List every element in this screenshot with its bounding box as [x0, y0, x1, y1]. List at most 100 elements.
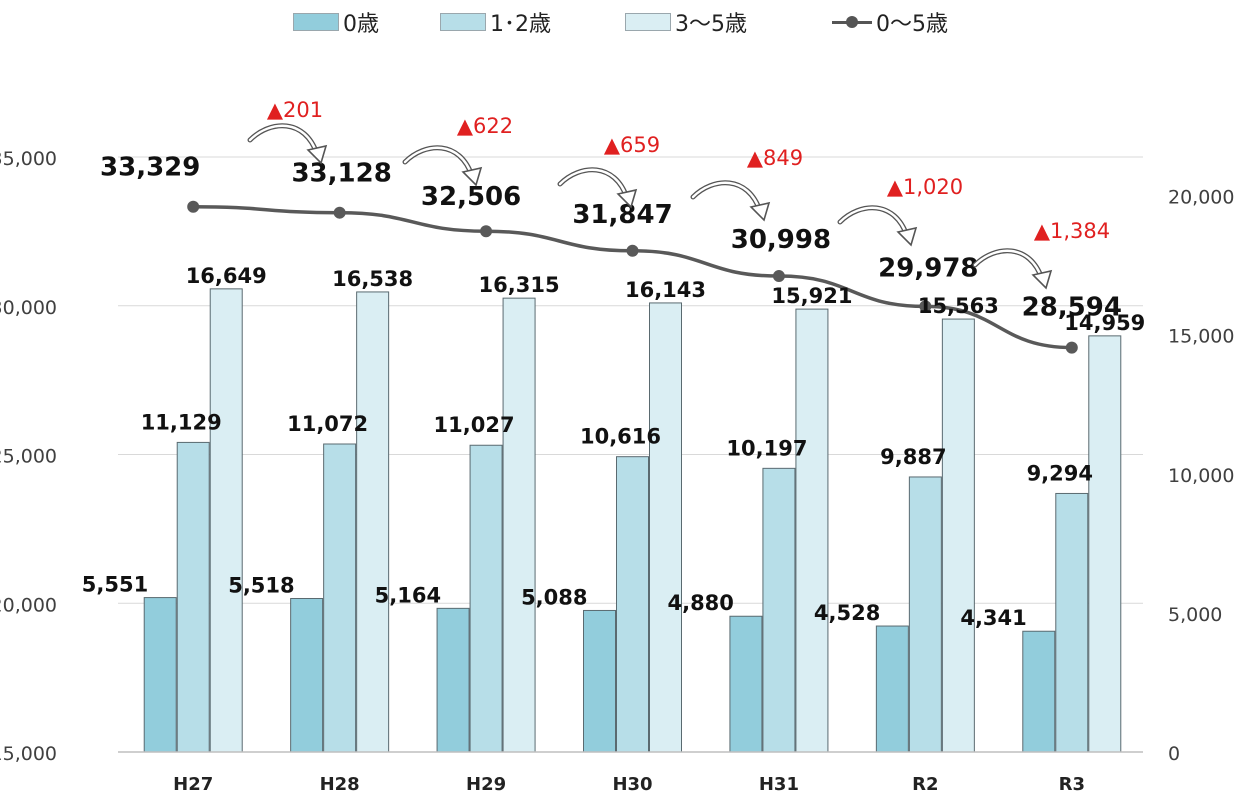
bar — [502, 297, 536, 753]
bar-data-label: 11,027 — [434, 413, 515, 437]
y-left-tick-label: 20,000 — [0, 594, 57, 616]
change-arrow-head — [896, 226, 918, 247]
bar-data-label: 9,887 — [880, 445, 946, 469]
y-right-tick-label: 15,000 — [1168, 326, 1234, 348]
total-data-label: 28,594 — [1022, 293, 1122, 323]
bar — [356, 291, 390, 753]
bar — [143, 597, 177, 753]
x-tick-label: H31 — [759, 774, 799, 795]
legend-label-age-0: 0歳 — [343, 12, 379, 37]
legend-item-age-0: 0歳 — [293, 7, 379, 37]
y-right-tick-label: 10,000 — [1168, 465, 1234, 487]
bar — [583, 609, 616, 753]
bar-data-label: 11,072 — [287, 412, 368, 436]
change-arrow-shaft-inner — [838, 206, 909, 238]
bar-data-label: 11,129 — [141, 410, 222, 434]
legend-label-age-1-2: 1･2歳 — [490, 12, 551, 37]
bar-data-label: 4,880 — [667, 591, 733, 615]
bar — [875, 625, 909, 753]
y-right-tick-label: 20,000 — [1168, 187, 1234, 209]
bar — [1022, 630, 1056, 753]
change-arrow-shaft-inner — [691, 181, 762, 213]
bar-data-label: 15,563 — [918, 294, 999, 318]
bars — [143, 288, 1122, 753]
change-arrow-shaft-inner — [403, 146, 474, 178]
total-line-point — [480, 225, 493, 238]
bar — [1088, 335, 1122, 753]
change-arrow-head — [461, 166, 483, 187]
bar-data-label: 16,143 — [625, 278, 706, 302]
total-data-label: 33,128 — [291, 159, 391, 189]
x-tick-label: H28 — [320, 774, 360, 795]
total-line-point — [333, 206, 346, 219]
change-label: ▲659 — [604, 133, 660, 157]
legend-item-age-1-2: 1･2歳 — [440, 7, 551, 37]
x-tick-label: H30 — [612, 774, 652, 795]
bar-data-label: 4,341 — [960, 606, 1026, 630]
total-data-label: 31,847 — [572, 200, 672, 230]
y-left-tick-label: 30,000 — [0, 297, 57, 319]
bar-data-label: 9,294 — [1027, 461, 1093, 485]
x-tick-label: H27 — [173, 774, 213, 795]
change-arrow-head — [306, 144, 328, 165]
y-left-tick-label: 35,000 — [0, 148, 57, 170]
bar-data-label: 5,088 — [521, 585, 587, 609]
bar-data-label: 5,164 — [375, 583, 441, 607]
bar-data-label: 16,649 — [186, 264, 267, 288]
bar-data-label: 16,538 — [332, 267, 413, 291]
total-line-point — [187, 200, 200, 213]
change-label: ▲622 — [457, 114, 513, 138]
y-right-tick-label: 5,000 — [1168, 604, 1222, 626]
bar — [323, 443, 357, 753]
total-line-point — [626, 244, 639, 257]
legend-swatch-age-1-2 — [440, 13, 486, 31]
change-arrow-head — [1031, 269, 1053, 290]
legend-item-age-3-5: 3～5歳 — [625, 7, 747, 37]
y-left-tick-label: 25,000 — [0, 446, 57, 468]
bar — [729, 615, 763, 753]
total-line — [187, 200, 1078, 354]
bar-data-label: 15,921 — [771, 284, 852, 308]
legend-item-age-0-5: 0～5歳 — [832, 7, 948, 37]
y-right-tick-label: 0 — [1168, 743, 1180, 765]
bar — [795, 308, 829, 753]
bar-data-label: 10,197 — [726, 436, 807, 460]
change-arrows: ▲201 ▲622 ▲659 ▲849 ▲1,020 ▲1,384 — [247, 98, 1110, 290]
y-left-tick-label: 15,000 — [0, 743, 57, 765]
bar — [469, 444, 503, 753]
legend-swatch-age-0 — [293, 13, 339, 31]
x-tick-label: R2 — [912, 774, 938, 795]
bar — [1055, 492, 1089, 753]
bar — [908, 476, 942, 753]
x-tick-label: H29 — [466, 774, 506, 795]
bar — [176, 441, 210, 753]
bar-data-label: 16,315 — [479, 273, 560, 297]
bar — [941, 318, 975, 753]
total-data-label: 32,506 — [421, 182, 521, 212]
chart-legend: 0歳 1･2歳 3～5歳 0～5歳 — [0, 0, 1252, 46]
bar — [436, 607, 470, 753]
legend-line-marker-age-0-5 — [832, 13, 872, 31]
bar — [762, 467, 796, 753]
bar-data-label: 5,551 — [82, 573, 148, 597]
data-labels: 5,551 5,518 5,164 5,088 4,880 4,528 4,341 11,12… — [82, 153, 1146, 631]
bar — [290, 597, 324, 753]
bar-data-label: 5,518 — [228, 573, 294, 597]
change-arrow-shaft-inner — [558, 168, 629, 200]
total-line-point — [1065, 341, 1078, 354]
bar — [616, 456, 649, 753]
total-data-label: 30,998 — [731, 225, 831, 255]
total-data-label: 29,978 — [878, 253, 978, 283]
x-tick-label: R3 — [1059, 774, 1085, 795]
legend-swatch-age-3-5 — [625, 13, 671, 31]
bar — [649, 302, 682, 753]
change-arrow-head — [616, 188, 638, 209]
total-data-label: 33,329 — [100, 153, 200, 183]
bar-data-label: 4,528 — [814, 601, 880, 625]
change-arrow-shaft-inner — [973, 249, 1044, 281]
change-label: ▲849 — [747, 146, 803, 170]
legend-label-age-3-5: 3～5歳 — [675, 12, 747, 37]
bar-data-label: 14,959 — [1064, 311, 1145, 335]
bar — [209, 288, 243, 753]
